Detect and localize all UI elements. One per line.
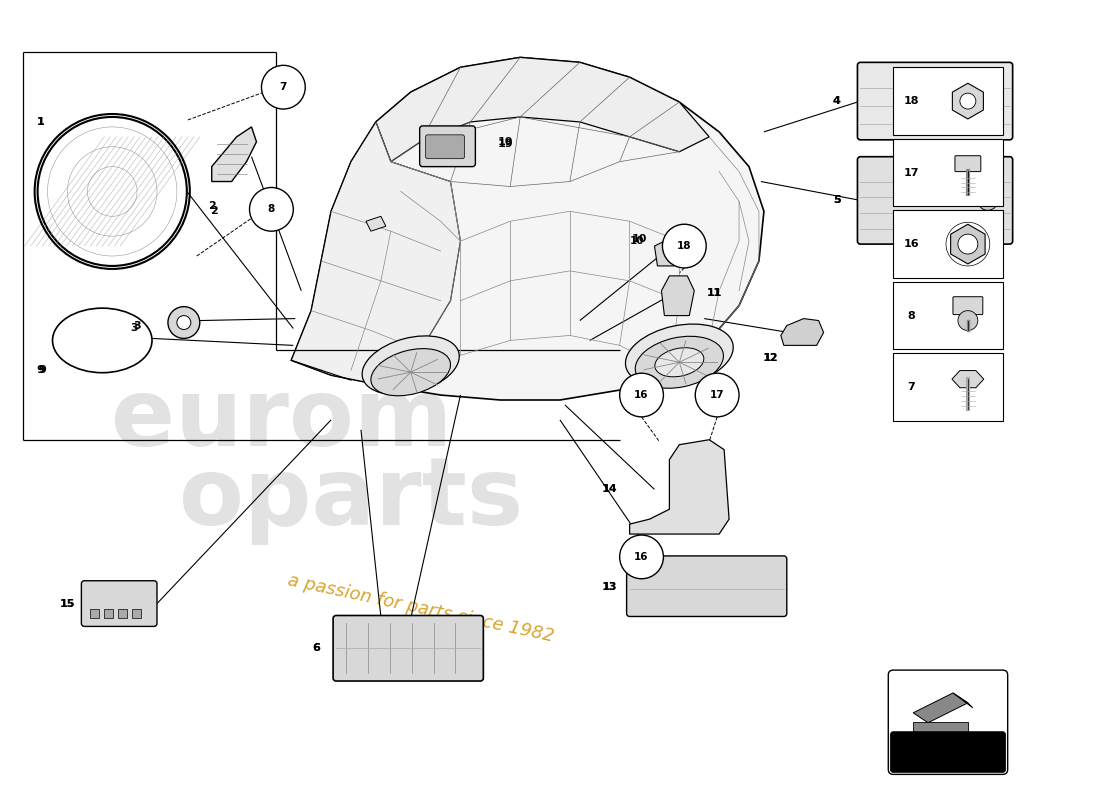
FancyBboxPatch shape [426, 135, 464, 158]
Polygon shape [781, 318, 824, 346]
Text: 17: 17 [903, 167, 918, 178]
Text: 11: 11 [707, 288, 722, 298]
Circle shape [37, 117, 187, 266]
Text: eurom: eurom [111, 374, 452, 466]
Text: 9: 9 [36, 366, 44, 375]
Text: 10: 10 [631, 234, 647, 244]
Circle shape [619, 535, 663, 578]
Text: 10: 10 [630, 236, 645, 246]
Polygon shape [953, 693, 972, 708]
Text: 12: 12 [763, 354, 778, 363]
Text: 11: 11 [706, 288, 722, 298]
Polygon shape [292, 58, 763, 400]
Text: 9: 9 [39, 366, 46, 375]
Text: 1: 1 [36, 117, 44, 127]
Text: 15: 15 [59, 598, 75, 609]
Text: 13: 13 [602, 582, 617, 592]
FancyBboxPatch shape [893, 139, 1003, 206]
Circle shape [262, 66, 305, 109]
Text: oparts: oparts [179, 454, 524, 546]
Text: 15: 15 [59, 598, 75, 609]
Circle shape [978, 91, 998, 111]
Ellipse shape [626, 324, 734, 386]
Ellipse shape [362, 336, 460, 394]
FancyBboxPatch shape [90, 609, 99, 618]
Text: a passion for parts since 1982: a passion for parts since 1982 [286, 571, 556, 646]
Circle shape [619, 373, 663, 417]
Circle shape [978, 190, 998, 210]
Circle shape [960, 93, 976, 109]
FancyBboxPatch shape [118, 609, 128, 618]
Text: 4: 4 [833, 96, 840, 106]
Text: 3: 3 [130, 323, 138, 334]
FancyBboxPatch shape [893, 210, 1003, 278]
Text: 16: 16 [635, 552, 649, 562]
FancyBboxPatch shape [953, 297, 982, 314]
Text: 8: 8 [267, 204, 275, 214]
Text: 18: 18 [678, 241, 692, 251]
FancyBboxPatch shape [81, 581, 157, 626]
FancyBboxPatch shape [893, 67, 1003, 135]
Circle shape [958, 234, 978, 254]
Text: 5: 5 [833, 195, 840, 206]
Circle shape [177, 315, 190, 330]
Polygon shape [376, 58, 710, 162]
FancyBboxPatch shape [857, 157, 1013, 244]
Text: 19: 19 [497, 137, 513, 147]
FancyBboxPatch shape [913, 722, 968, 738]
Circle shape [662, 224, 706, 268]
FancyBboxPatch shape [890, 732, 1005, 772]
Polygon shape [952, 370, 983, 388]
Text: 2: 2 [210, 206, 218, 216]
Circle shape [250, 187, 294, 231]
Text: 3: 3 [133, 321, 141, 330]
Circle shape [958, 310, 978, 330]
Text: 035 01: 035 01 [918, 744, 977, 759]
Text: 8: 8 [908, 310, 915, 321]
FancyBboxPatch shape [420, 126, 475, 166]
Polygon shape [953, 83, 983, 119]
Text: 14: 14 [602, 484, 617, 494]
Circle shape [695, 373, 739, 417]
Text: 6: 6 [312, 643, 320, 654]
FancyBboxPatch shape [627, 556, 786, 617]
FancyBboxPatch shape [893, 354, 1003, 421]
Text: 1: 1 [36, 117, 44, 127]
Text: 5: 5 [833, 195, 840, 206]
FancyBboxPatch shape [889, 670, 1008, 774]
FancyBboxPatch shape [333, 615, 483, 681]
FancyBboxPatch shape [893, 282, 1003, 350]
Polygon shape [211, 127, 256, 182]
Polygon shape [366, 216, 386, 231]
Text: 12: 12 [763, 354, 779, 363]
FancyBboxPatch shape [104, 609, 113, 618]
Text: 14: 14 [603, 484, 617, 494]
Text: 16: 16 [635, 390, 649, 400]
Polygon shape [950, 224, 986, 264]
Text: 7: 7 [908, 382, 915, 392]
Text: 18: 18 [903, 96, 918, 106]
Text: 19: 19 [497, 138, 513, 149]
Polygon shape [913, 693, 968, 722]
Text: 4: 4 [833, 96, 840, 106]
Text: 13: 13 [603, 582, 617, 592]
Text: 16: 16 [903, 239, 918, 249]
FancyBboxPatch shape [132, 609, 141, 618]
Ellipse shape [53, 308, 152, 373]
Text: 17: 17 [710, 390, 725, 400]
Polygon shape [629, 440, 729, 534]
Ellipse shape [371, 349, 451, 396]
Text: 6: 6 [312, 643, 320, 654]
Polygon shape [661, 276, 694, 315]
Ellipse shape [654, 348, 704, 377]
Polygon shape [654, 241, 678, 266]
Text: 2: 2 [208, 202, 216, 211]
Ellipse shape [635, 336, 724, 388]
Polygon shape [292, 122, 461, 385]
Text: 7: 7 [279, 82, 287, 92]
FancyBboxPatch shape [955, 156, 981, 171]
FancyBboxPatch shape [857, 62, 1013, 140]
Circle shape [168, 306, 200, 338]
